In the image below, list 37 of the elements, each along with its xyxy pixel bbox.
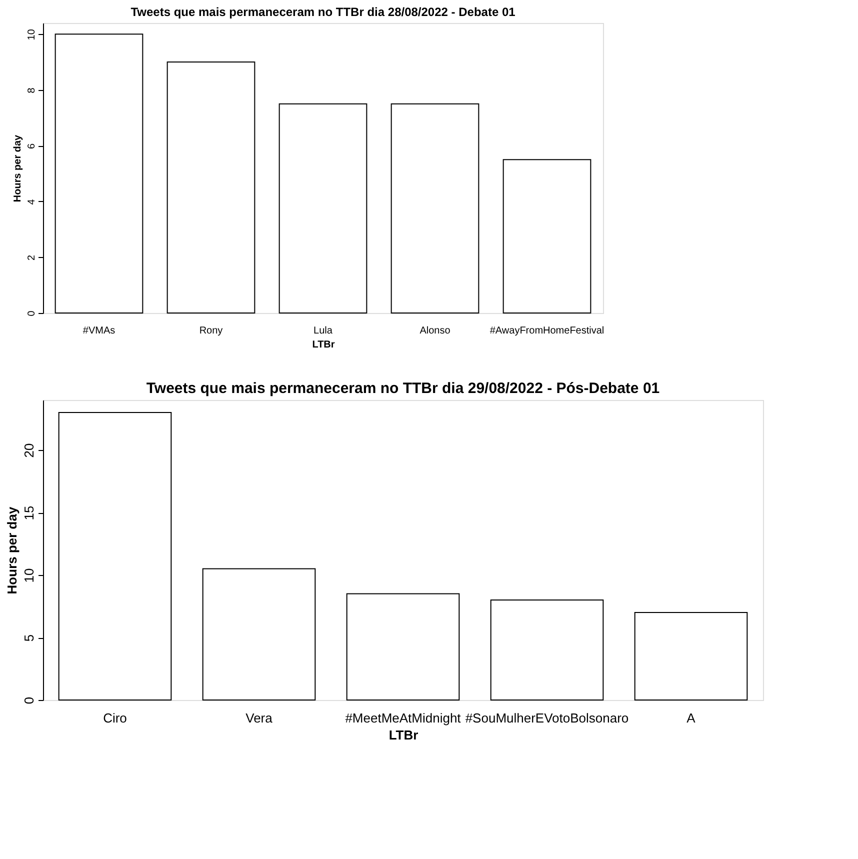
y-tick-label: 6 bbox=[26, 142, 38, 149]
chart-title: Tweets que mais permaneceram no TTBr dia 29/08/2022 - Pós-Debate 01 bbox=[146, 380, 660, 397]
x-tick-label: Ciro bbox=[103, 710, 127, 726]
x-tick-label: Alonso bbox=[420, 326, 451, 336]
y-tick-label: 10 bbox=[26, 28, 38, 40]
x-tick-label: Vera bbox=[246, 710, 274, 726]
y-tick-label: 15 bbox=[22, 506, 36, 520]
bar bbox=[54, 34, 144, 314]
y-axis-title: Hours per day bbox=[12, 134, 24, 202]
x-tick-label: #AwayFromHomeFestival bbox=[490, 326, 604, 336]
y-tick-label: 10 bbox=[22, 568, 36, 583]
bar bbox=[346, 593, 460, 700]
bar bbox=[278, 103, 368, 314]
bar bbox=[634, 612, 748, 700]
x-axis-title: LTBr bbox=[312, 340, 335, 350]
x-tick-label: Rony bbox=[199, 326, 223, 336]
y-tick-label: 8 bbox=[26, 87, 38, 94]
y-tick-label: 2 bbox=[26, 254, 38, 261]
x-tick-label: #VMAs bbox=[82, 326, 116, 336]
y-tick-label: 4 bbox=[26, 198, 38, 205]
chart-title: Tweets que mais permaneceram no TTBr dia 28/08/2022 - Debate 01 bbox=[130, 5, 516, 19]
y-tick-label: 5 bbox=[22, 634, 36, 642]
x-tick-label: Lula bbox=[314, 326, 333, 336]
y-axis-title: Hours per day bbox=[4, 506, 20, 594]
x-tick-label: #SouMulherEVotoBolsonaro bbox=[465, 710, 629, 726]
bar bbox=[390, 103, 480, 314]
bar bbox=[490, 600, 604, 700]
y-tick-label: 0 bbox=[22, 696, 36, 704]
bar bbox=[202, 568, 316, 700]
bar bbox=[166, 62, 256, 314]
x-tick-label: #MeetMeAtMidnight bbox=[345, 710, 462, 726]
y-tick-label: 20 bbox=[22, 443, 36, 458]
bar bbox=[58, 412, 172, 700]
y-tick-label: 0 bbox=[26, 310, 38, 316]
x-tick-label: A bbox=[686, 710, 696, 726]
x-axis-title: LTBr bbox=[388, 728, 418, 742]
bar bbox=[502, 159, 592, 314]
